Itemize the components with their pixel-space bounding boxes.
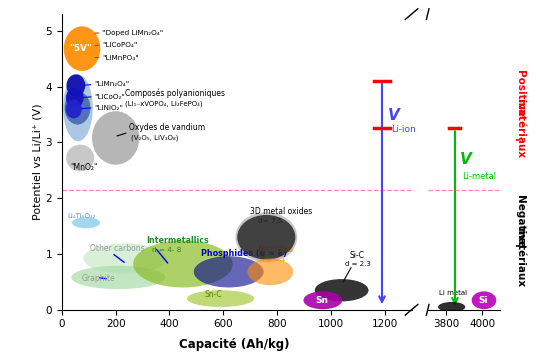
Ellipse shape: [66, 99, 82, 118]
Ellipse shape: [247, 258, 293, 285]
Text: Li₄Ti₅O₁₂: Li₄Ti₅O₁₂: [68, 213, 96, 219]
Ellipse shape: [133, 240, 232, 288]
Text: "5V": "5V": [69, 44, 91, 53]
Text: "LiCoPO₄": "LiCoPO₄": [102, 42, 138, 48]
Text: d = 4- 8: d = 4- 8: [152, 247, 181, 253]
Ellipse shape: [66, 145, 94, 171]
Text: 3D metal oxides: 3D metal oxides: [250, 207, 313, 216]
Text: "Doped LiMn₂O₄": "Doped LiMn₂O₄": [102, 30, 164, 36]
Text: Sn-C: Sn-C: [204, 290, 222, 299]
Text: Oxydes de vandium: Oxydes de vandium: [129, 123, 205, 132]
Ellipse shape: [92, 111, 139, 165]
Ellipse shape: [72, 217, 100, 228]
Text: Other carbons: Other carbons: [90, 244, 145, 253]
Text: V: V: [388, 108, 400, 123]
Ellipse shape: [236, 212, 298, 262]
Text: Si: Si: [479, 296, 489, 305]
Text: Nitrides: Nitrides: [257, 245, 293, 254]
Text: V: V: [460, 152, 472, 168]
Text: d= 7.5: d= 7.5: [258, 218, 282, 224]
Text: "LiMn₂O₄": "LiMn₂O₄": [94, 81, 130, 87]
Ellipse shape: [194, 256, 264, 288]
Ellipse shape: [83, 243, 167, 274]
Ellipse shape: [187, 290, 254, 307]
Ellipse shape: [237, 215, 295, 259]
Ellipse shape: [472, 291, 497, 309]
Text: "LiNiO₂": "LiNiO₂": [94, 105, 123, 111]
Text: "LiMnPO₄": "LiMnPO₄": [102, 55, 139, 61]
Text: d = 2.3: d = 2.3: [345, 261, 371, 267]
Text: matériaux: matériaux: [515, 227, 525, 287]
Text: Negative: Negative: [515, 195, 525, 248]
Ellipse shape: [438, 302, 465, 312]
Ellipse shape: [65, 91, 90, 125]
Text: Sn: Sn: [316, 296, 329, 305]
Ellipse shape: [303, 291, 342, 309]
Text: Si-C: Si-C: [349, 251, 364, 260]
Y-axis label: Potentiel vs Li/Li⁺ (V): Potentiel vs Li/Li⁺ (V): [33, 103, 43, 220]
Text: Composés polyanioniques: Composés polyanioniques: [125, 89, 225, 98]
Text: Positive: Positive: [515, 70, 525, 117]
Ellipse shape: [66, 88, 84, 108]
Ellipse shape: [315, 279, 369, 301]
Text: Li-ion: Li-ion: [392, 125, 416, 134]
Text: d = 2.1: d = 2.1: [260, 256, 286, 262]
Text: matériaux: matériaux: [515, 99, 525, 158]
Text: (V₂O₅, LiV₃O₈): (V₂O₅, LiV₃O₈): [131, 134, 178, 141]
Ellipse shape: [66, 74, 85, 97]
Text: (Li₁₋xVOPO₄, Li₂FePO₄): (Li₁₋xVOPO₄, Li₂FePO₄): [125, 100, 203, 107]
Text: "MnO₂": "MnO₂": [70, 163, 97, 172]
Ellipse shape: [63, 26, 100, 71]
Text: Intermetallics: Intermetallics: [146, 236, 209, 245]
Ellipse shape: [63, 74, 93, 141]
Text: Li-metal: Li-metal: [462, 172, 497, 181]
Text: Capacité (Ah/kg): Capacité (Ah/kg): [179, 339, 289, 352]
Text: Phosphides (d ≈ 8): Phosphides (d ≈ 8): [201, 249, 287, 258]
Text: Li metal: Li metal: [438, 290, 467, 296]
Text: Graphite: Graphite: [81, 274, 115, 283]
Text: "LiCoO₂": "LiCoO₂": [94, 94, 125, 100]
Ellipse shape: [71, 266, 166, 289]
